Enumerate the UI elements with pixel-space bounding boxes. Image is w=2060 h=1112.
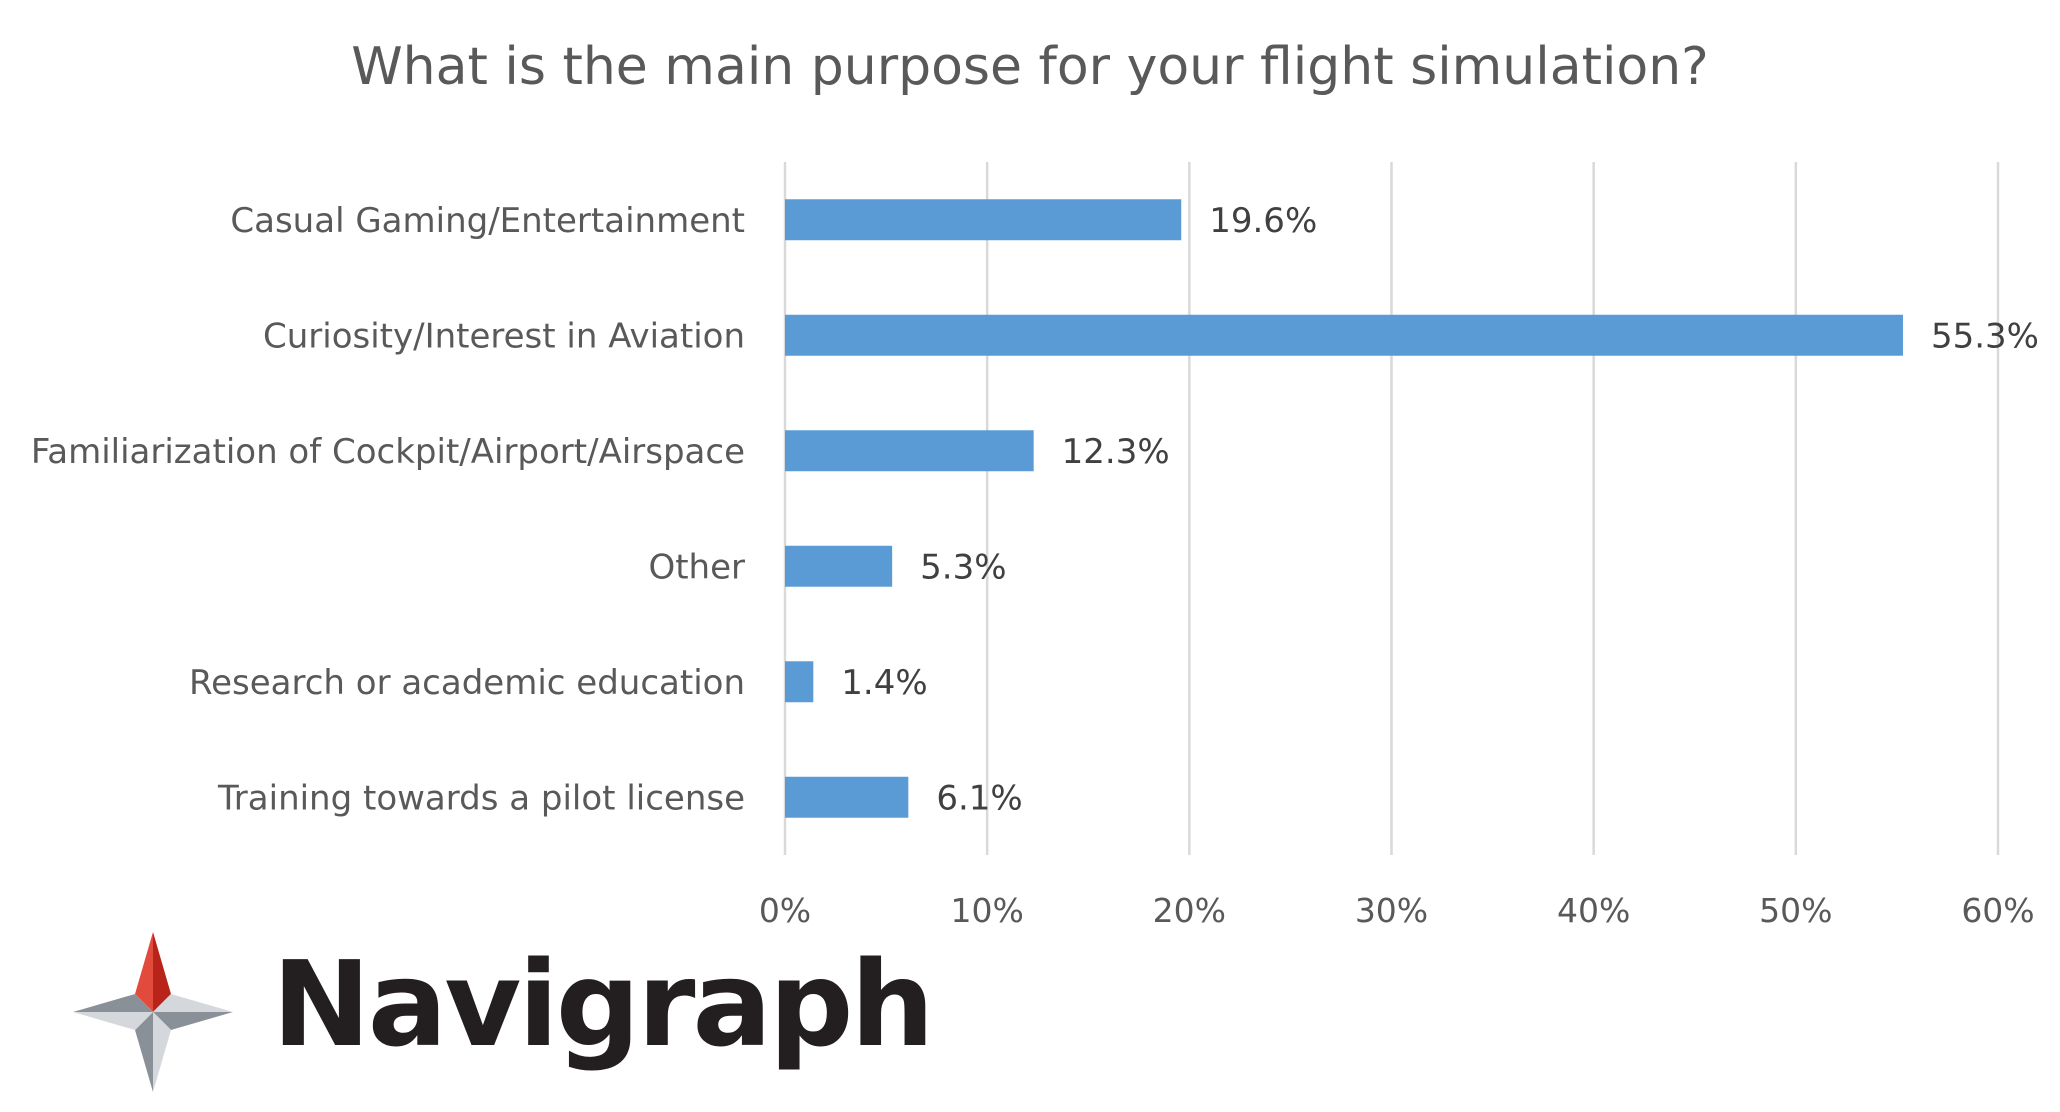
- category-label: Familiarization of Cockpit/Airport/Airsp…: [31, 432, 745, 472]
- gridlines: [783, 162, 2000, 855]
- bar: [785, 199, 1182, 241]
- x-tick-label: 30%: [1355, 891, 1428, 930]
- bar: [785, 661, 814, 703]
- bar: [785, 314, 1903, 356]
- data-label: 6.1%: [936, 778, 1022, 818]
- chart-title: What is the main purpose for your flight…: [351, 37, 1709, 97]
- x-tick-label: 60%: [1961, 891, 2034, 930]
- x-axis-ticks: 0% 10% 20% 30% 40% 50% 60%: [759, 891, 2035, 930]
- star-bottom-left: [135, 1012, 153, 1092]
- category-label: Other: [648, 547, 745, 587]
- x-tick-label: 10%: [950, 891, 1023, 930]
- category-label: Training towards a pilot license: [217, 778, 745, 818]
- bar: [785, 430, 1034, 472]
- logo-text: Navigraph: [272, 935, 932, 1073]
- data-labels: 19.6% 55.3% 12.3% 5.3% 1.4% 6.1%: [841, 201, 2039, 819]
- data-label: 12.3%: [1062, 432, 1170, 472]
- x-tick-label: 20%: [1153, 891, 1226, 930]
- bars: [785, 199, 1903, 818]
- bar: [785, 776, 909, 818]
- x-tick-label: 40%: [1557, 891, 1630, 930]
- category-label: Casual Gaming/Entertainment: [230, 201, 745, 241]
- data-label: 1.4%: [841, 663, 927, 703]
- x-tick-label: 0%: [759, 891, 811, 930]
- category-label: Research or academic education: [189, 663, 745, 703]
- category-labels: Casual Gaming/Entertainment Curiosity/Int…: [31, 201, 745, 819]
- star-right-bottom: [153, 1012, 233, 1030]
- star-top-right: [153, 932, 171, 1012]
- category-label: Curiosity/Interest in Aviation: [263, 316, 745, 356]
- bar: [785, 545, 893, 587]
- data-label: 55.3%: [1931, 316, 2039, 356]
- star-bottom-right: [153, 1012, 171, 1092]
- navigraph-logo: Navigraph: [73, 932, 935, 1092]
- star-left-top: [73, 994, 153, 1012]
- star-right-top: [153, 994, 233, 1012]
- data-label: 5.3%: [920, 547, 1006, 587]
- x-tick-label: 50%: [1759, 891, 1832, 930]
- compass-star-icon: [73, 932, 233, 1092]
- star-left-bottom: [73, 1012, 153, 1030]
- data-label: 19.6%: [1209, 201, 1317, 241]
- star-top-left: [135, 932, 153, 1012]
